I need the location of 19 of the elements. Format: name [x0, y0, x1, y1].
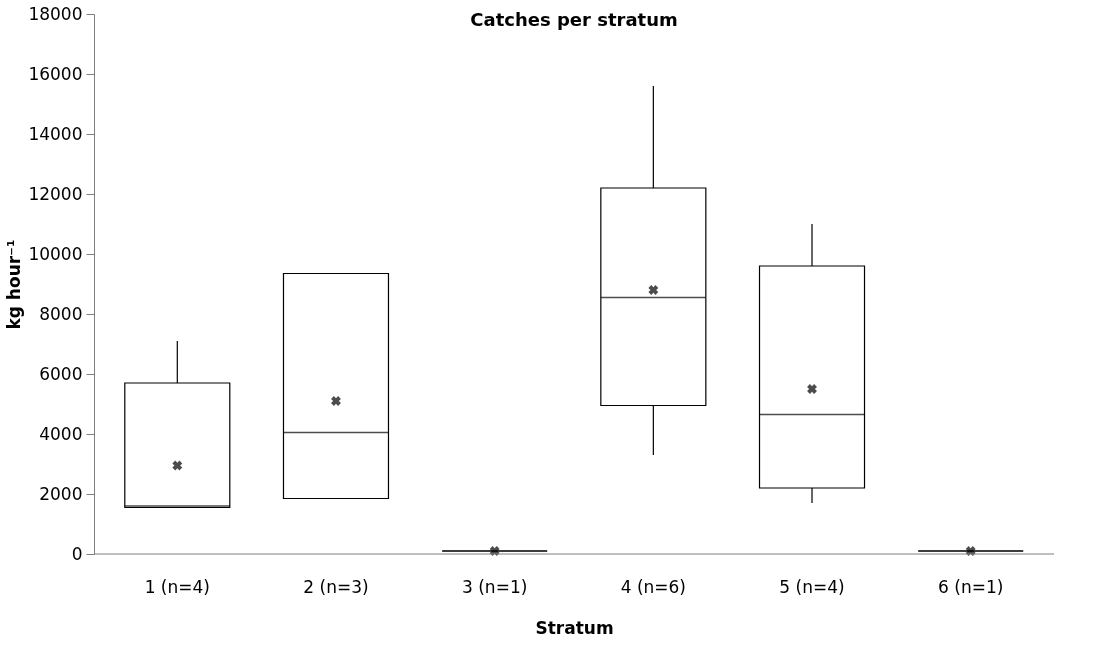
x-tick-label: 4 (n=6) [620, 576, 686, 597]
x-tick-label: 5 (n=4) [779, 576, 845, 597]
y-tick-label: 16000 [28, 63, 83, 84]
y-tick-label: 14000 [28, 123, 83, 144]
x-axis-title: Stratum [535, 617, 614, 638]
y-tick-label: 6000 [39, 363, 83, 384]
y-tick-label: 4000 [39, 423, 83, 444]
y-tick-label: 18000 [28, 3, 83, 24]
y-tick-label: 2000 [39, 483, 83, 504]
x-tick-label: 2 (n=3) [303, 576, 369, 597]
y-tick-label: 12000 [28, 183, 83, 204]
x-tick-label: 6 (n=1) [938, 576, 1004, 597]
y-axis-title: kg hour⁻¹ [4, 239, 25, 330]
chart-title: Catches per stratum [470, 9, 678, 30]
y-tick-label: 10000 [28, 243, 83, 264]
x-tick-label: 1 (n=4) [144, 576, 210, 597]
y-tick-label: 8000 [39, 303, 83, 324]
x-tick-label: 3 (n=1) [462, 576, 528, 597]
y-tick-label: 0 [71, 543, 83, 564]
